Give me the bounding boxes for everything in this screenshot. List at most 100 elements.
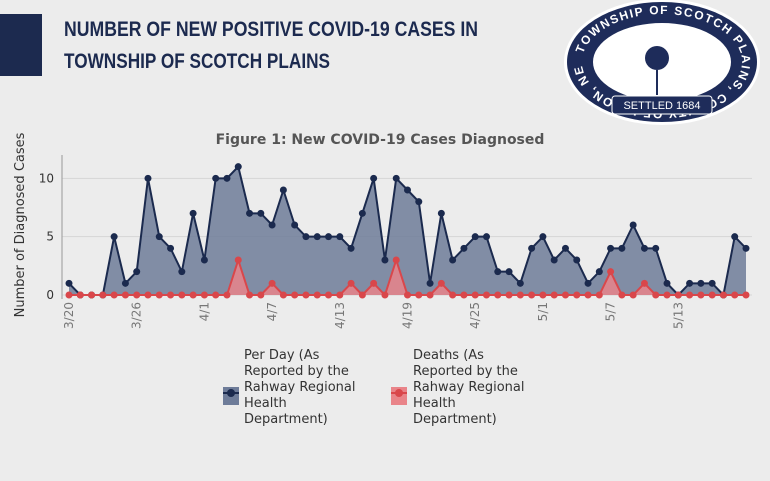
- point: [697, 279, 705, 287]
- point: [505, 291, 513, 299]
- point: [155, 233, 163, 241]
- chart-title: Figure 1: New COVID-19 Cases Diagnosed: [216, 132, 545, 148]
- point: [629, 291, 637, 299]
- point: [426, 279, 434, 287]
- seal-banner-text: SETTLED 1684: [623, 100, 700, 112]
- point: [471, 233, 479, 241]
- seal-thistle: [645, 46, 669, 70]
- point: [65, 291, 73, 299]
- point: [246, 291, 254, 299]
- point: [65, 279, 73, 287]
- point: [257, 291, 265, 299]
- point: [652, 244, 660, 252]
- point: [437, 209, 445, 217]
- x-tick-label: 5/1: [536, 302, 550, 321]
- point: [595, 268, 603, 276]
- point: [167, 244, 175, 252]
- x-tick-label: 4/19: [401, 302, 415, 329]
- point: [663, 279, 671, 287]
- point: [652, 291, 660, 299]
- point: [742, 244, 750, 252]
- point: [516, 291, 524, 299]
- point: [325, 233, 333, 241]
- point: [686, 279, 694, 287]
- point: [121, 279, 129, 287]
- point: [144, 174, 152, 182]
- point: [347, 279, 355, 287]
- point: [279, 291, 287, 299]
- point: [212, 291, 220, 299]
- point: [268, 221, 276, 229]
- point: [178, 291, 186, 299]
- legend-marker: [395, 389, 403, 397]
- point: [437, 279, 445, 287]
- point: [607, 244, 615, 252]
- x-tick-label: 4/1: [197, 302, 211, 321]
- point: [155, 291, 163, 299]
- point: [370, 174, 378, 182]
- point: [144, 291, 152, 299]
- x-tick-label: 4/13: [333, 302, 347, 329]
- point: [697, 291, 705, 299]
- point: [584, 291, 592, 299]
- point: [449, 291, 457, 299]
- point: [663, 291, 671, 299]
- point: [110, 291, 118, 299]
- point: [121, 291, 129, 299]
- point: [200, 291, 208, 299]
- point: [550, 256, 558, 264]
- point: [550, 291, 558, 299]
- point: [415, 291, 423, 299]
- header-bar: [0, 14, 42, 76]
- point: [291, 221, 299, 229]
- point: [302, 291, 310, 299]
- x-tick-label: 5/7: [604, 302, 618, 321]
- area: [69, 166, 746, 295]
- point: [539, 291, 547, 299]
- point: [686, 291, 694, 299]
- point: [325, 291, 333, 299]
- point: [674, 291, 682, 299]
- point: [291, 291, 299, 299]
- point: [234, 163, 242, 171]
- point: [302, 233, 310, 241]
- point: [189, 209, 197, 217]
- x-tick-label: 3/26: [130, 302, 144, 329]
- point: [415, 198, 423, 206]
- y-axis-label: Number of Diagnosed Cases: [13, 132, 28, 317]
- point: [133, 268, 141, 276]
- legend-label: Per Day (As Reported by the Rahway Regio…: [244, 348, 356, 427]
- seal-banner: [611, 95, 713, 115]
- point: [607, 268, 615, 276]
- point: [392, 174, 400, 182]
- point: [313, 291, 321, 299]
- point: [561, 291, 569, 299]
- x-tick-label: 4/7: [265, 302, 279, 321]
- y-tick-label: 5: [46, 230, 54, 244]
- point: [268, 279, 276, 287]
- point: [629, 221, 637, 229]
- point: [358, 209, 366, 217]
- point: [708, 279, 716, 287]
- point: [178, 268, 186, 276]
- y-tick-label: 10: [39, 171, 54, 185]
- point: [719, 291, 727, 299]
- point: [381, 291, 389, 299]
- point: [528, 291, 536, 299]
- point: [336, 291, 344, 299]
- point: [358, 291, 366, 299]
- point: [573, 256, 581, 264]
- point: [482, 291, 490, 299]
- point: [528, 244, 536, 252]
- point: [742, 291, 750, 299]
- point: [392, 256, 400, 264]
- point: [110, 233, 118, 241]
- point: [708, 291, 716, 299]
- point: [505, 268, 513, 276]
- point: [471, 291, 479, 299]
- point: [279, 186, 287, 194]
- point: [731, 233, 739, 241]
- point: [336, 233, 344, 241]
- legend-marker: [227, 389, 235, 397]
